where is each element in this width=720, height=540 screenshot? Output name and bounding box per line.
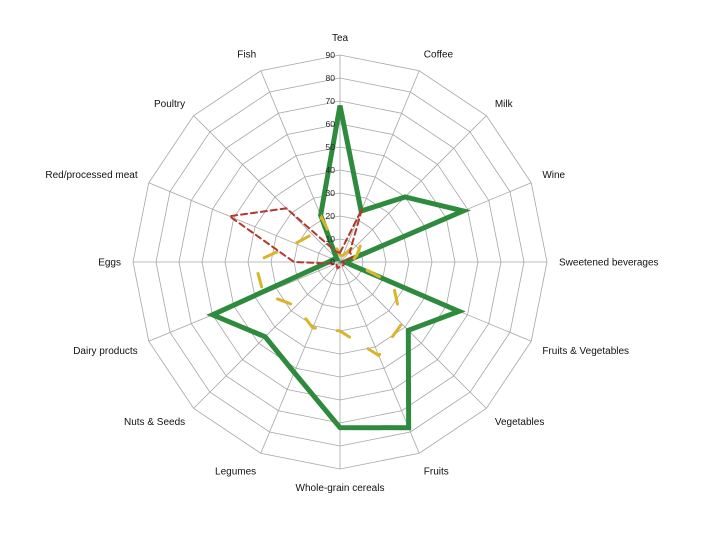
category-label-fruits: Fruits — [424, 466, 449, 477]
radial-tick-label: 70 — [326, 96, 336, 106]
grid-spoke — [260, 261, 341, 454]
radial-tick-label: 10 — [326, 234, 336, 244]
category-label-sweetened-beverages: Sweetened beverages — [559, 258, 659, 269]
category-label-eggs: Eggs — [98, 258, 121, 269]
category-labels: Tea Coffee Milk Wine Sweetened beverages Frui… — [45, 33, 658, 494]
grid-spoke — [339, 261, 487, 409]
category-label-coffee: Coffee — [424, 50, 454, 61]
category-label-milk: Milk — [495, 99, 514, 110]
radial-tick-label: 0 — [330, 257, 335, 267]
category-label-vegetables: Vegetables — [495, 417, 545, 428]
category-label-poultry: Poultry — [154, 99, 185, 110]
series-line-1 — [206, 105, 472, 431]
category-label-red-processed-meat: Red/processed meat — [45, 170, 137, 181]
radial-tick-labels: 0 10 20 30 40 50 60 70 80 90 — [326, 50, 336, 267]
radial-tick-label: 80 — [326, 73, 336, 83]
radial-tick-label: 40 — [326, 165, 336, 175]
category-label-nuts-seeds: Nuts & Seeds — [124, 417, 185, 428]
category-label-fish: Fish — [237, 50, 256, 61]
grid-spoke — [339, 70, 420, 263]
radial-tick-label: 20 — [326, 211, 336, 221]
category-label-tea: Tea — [332, 33, 349, 44]
category-label-legumes: Legumes — [215, 466, 256, 477]
series-line-3 — [226, 207, 363, 271]
series-line-2 — [253, 214, 404, 358]
category-label-whole-grain-cereals: Whole-grain cereals — [296, 483, 385, 494]
grid-spoke — [339, 115, 487, 263]
radial-tick-label: 30 — [326, 188, 336, 198]
category-label-wine: Wine — [542, 170, 565, 181]
category-label-dairy-products: Dairy products — [73, 346, 137, 357]
radial-tick-label: 60 — [326, 119, 336, 129]
grid-spoke — [148, 182, 341, 263]
radar-series — [206, 105, 472, 431]
grid-spoke — [193, 115, 341, 263]
radial-tick-label: 90 — [326, 50, 336, 60]
radial-tick-label: 50 — [326, 142, 336, 152]
grid-spoke — [339, 261, 420, 454]
category-label-fruits-vegetables: Fruits & Vegetables — [542, 346, 629, 357]
